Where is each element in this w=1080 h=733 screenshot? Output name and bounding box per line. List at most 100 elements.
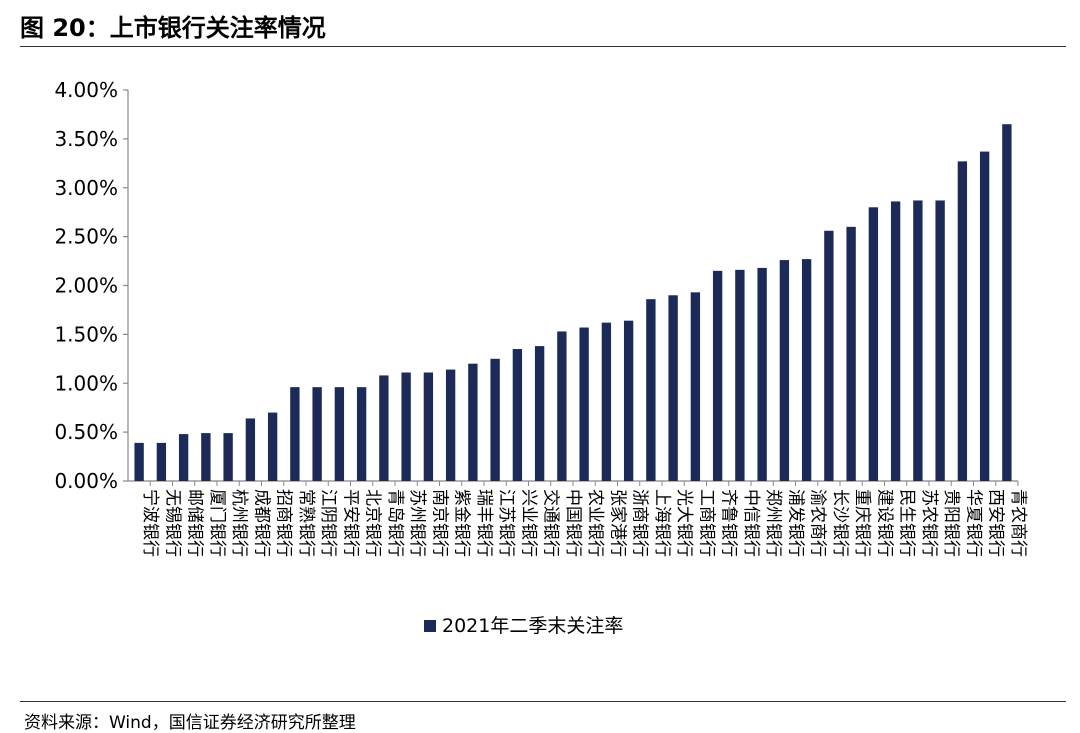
x-tick-labels: 宁波银行 无锡银行 邮储银行 厦门银行 杭州银行 成都银行 招商银行 常熟银行 江阴银行 平安银行… — [140, 489, 1028, 557]
bar — [890, 201, 901, 481]
bar — [468, 363, 478, 481]
x-tick-label: 西安银行 — [986, 489, 1006, 557]
x-tick-label: 南京银行 — [429, 489, 449, 557]
bar — [579, 327, 589, 481]
figure-title: 图 20：上市银行关注率情况 — [20, 14, 326, 42]
y-tick-label: 2.00% — [54, 274, 118, 298]
bar — [846, 226, 856, 481]
y-tick-label: 1.50% — [54, 322, 118, 346]
x-tick-label: 江阴银行 — [318, 489, 338, 557]
bar — [757, 267, 767, 481]
x-tick-label: 华夏银行 — [963, 489, 983, 557]
bar — [646, 299, 656, 481]
x-tick-label: 长沙银行 — [830, 489, 850, 557]
bar — [668, 295, 678, 481]
bar — [201, 433, 211, 481]
bar-chart: 0.00% 0.50% 1.00% 1.50% 2.00% 2.50% 3.00% 3.50%… — [54, 78, 1028, 637]
x-tick-label: 宁波银行 — [140, 489, 160, 557]
x-tick-label: 瑞丰银行 — [474, 489, 494, 557]
x-tick-label: 工商银行 — [696, 489, 716, 557]
bar — [512, 349, 523, 481]
x-tick-label: 成都银行 — [251, 489, 271, 557]
x-tick-label: 渝农商行 — [808, 489, 828, 557]
bar — [445, 369, 456, 481]
bar — [290, 387, 300, 481]
bar — [134, 442, 144, 481]
y-tick-label: 0.50% — [54, 420, 118, 444]
y-tick-labels: 0.00% 0.50% 1.00% 1.50% 2.00% 2.50% 3.00% 3.50%… — [54, 78, 118, 493]
bar — [824, 230, 834, 481]
bar — [245, 418, 256, 481]
bar — [557, 331, 567, 481]
x-tick-label: 中信银行 — [741, 489, 761, 557]
x-tick-label: 厦门银行 — [207, 489, 227, 557]
x-tick-label: 中国银行 — [563, 489, 583, 557]
x-tick-label: 紫金银行 — [452, 489, 472, 557]
x-tick-label: 苏州银行 — [407, 489, 427, 557]
chart-axes — [123, 89, 1019, 486]
y-tick-label: 2.50% — [54, 225, 118, 249]
bar — [490, 358, 500, 481]
x-tick-label: 浦发银行 — [785, 489, 805, 557]
x-tick-label: 平安银行 — [340, 489, 360, 557]
bar — [712, 270, 723, 481]
x-tick-label: 北京银行 — [363, 489, 383, 557]
x-tick-label: 重庆银行 — [852, 489, 872, 557]
legend: 2021年二季末关注率 — [424, 615, 623, 637]
x-tick-label: 杭州银行 — [229, 489, 249, 557]
x-tick-label: 无锡银行 — [162, 489, 182, 557]
bar — [401, 372, 411, 481]
x-tick-label: 兴业银行 — [518, 489, 538, 557]
x-tick-label: 招商银行 — [274, 489, 294, 557]
bar — [312, 387, 322, 481]
x-tick-label: 江苏银行 — [496, 489, 516, 557]
source-rule — [20, 701, 1066, 702]
source-note: 资料来源：Wind，国信证券经济研究所整理 — [24, 713, 356, 733]
x-tick-label: 农业银行 — [585, 489, 605, 557]
x-tick-label: 青岛银行 — [385, 489, 405, 557]
bar — [979, 151, 990, 481]
bar — [267, 412, 278, 481]
y-tick-label: 4.00% — [54, 78, 118, 102]
y-tick-label: 0.00% — [54, 469, 118, 493]
bars — [134, 124, 1012, 482]
bar — [156, 442, 167, 481]
x-tick-label: 上海银行 — [652, 489, 672, 557]
bar — [423, 372, 434, 481]
x-tick-label: 邮储银行 — [185, 489, 205, 557]
bar — [223, 433, 233, 481]
bar — [356, 387, 367, 481]
x-tick-label: 光大银行 — [674, 489, 694, 557]
x-tick-label: 民生银行 — [897, 489, 917, 557]
y-tick-label: 3.00% — [54, 176, 118, 200]
x-tick-label: 贵阳银行 — [941, 489, 961, 557]
y-tick-label: 3.50% — [54, 127, 118, 151]
x-tick-label: 浙商银行 — [630, 489, 650, 557]
bar — [779, 260, 790, 481]
bar — [913, 200, 923, 481]
bar — [601, 322, 612, 481]
bar — [801, 259, 812, 481]
x-tick-label: 郑州银行 — [763, 489, 783, 557]
x-tick-label: 交通银行 — [541, 489, 561, 557]
x-tick-label: 张家港行 — [607, 489, 627, 557]
title-rule — [20, 46, 1066, 47]
x-tick-label: 建设银行 — [874, 489, 894, 557]
bar — [868, 207, 879, 482]
bar — [534, 346, 545, 481]
x-tick-label: 苏农银行 — [919, 489, 939, 557]
x-tick-label: 青农商行 — [1008, 489, 1028, 557]
legend-swatch — [424, 620, 436, 632]
bar — [690, 292, 701, 481]
x-tick-label: 常熟银行 — [296, 489, 317, 557]
bar — [735, 269, 745, 481]
bar — [379, 375, 389, 481]
bar — [1002, 124, 1012, 482]
bar — [957, 161, 968, 482]
bar — [178, 434, 189, 481]
bar — [935, 200, 945, 481]
y-tick-label: 1.00% — [54, 371, 118, 395]
legend-label: 2021年二季末关注率 — [442, 615, 623, 637]
x-tick-label: 齐鲁银行 — [719, 489, 739, 557]
bar — [623, 320, 634, 481]
